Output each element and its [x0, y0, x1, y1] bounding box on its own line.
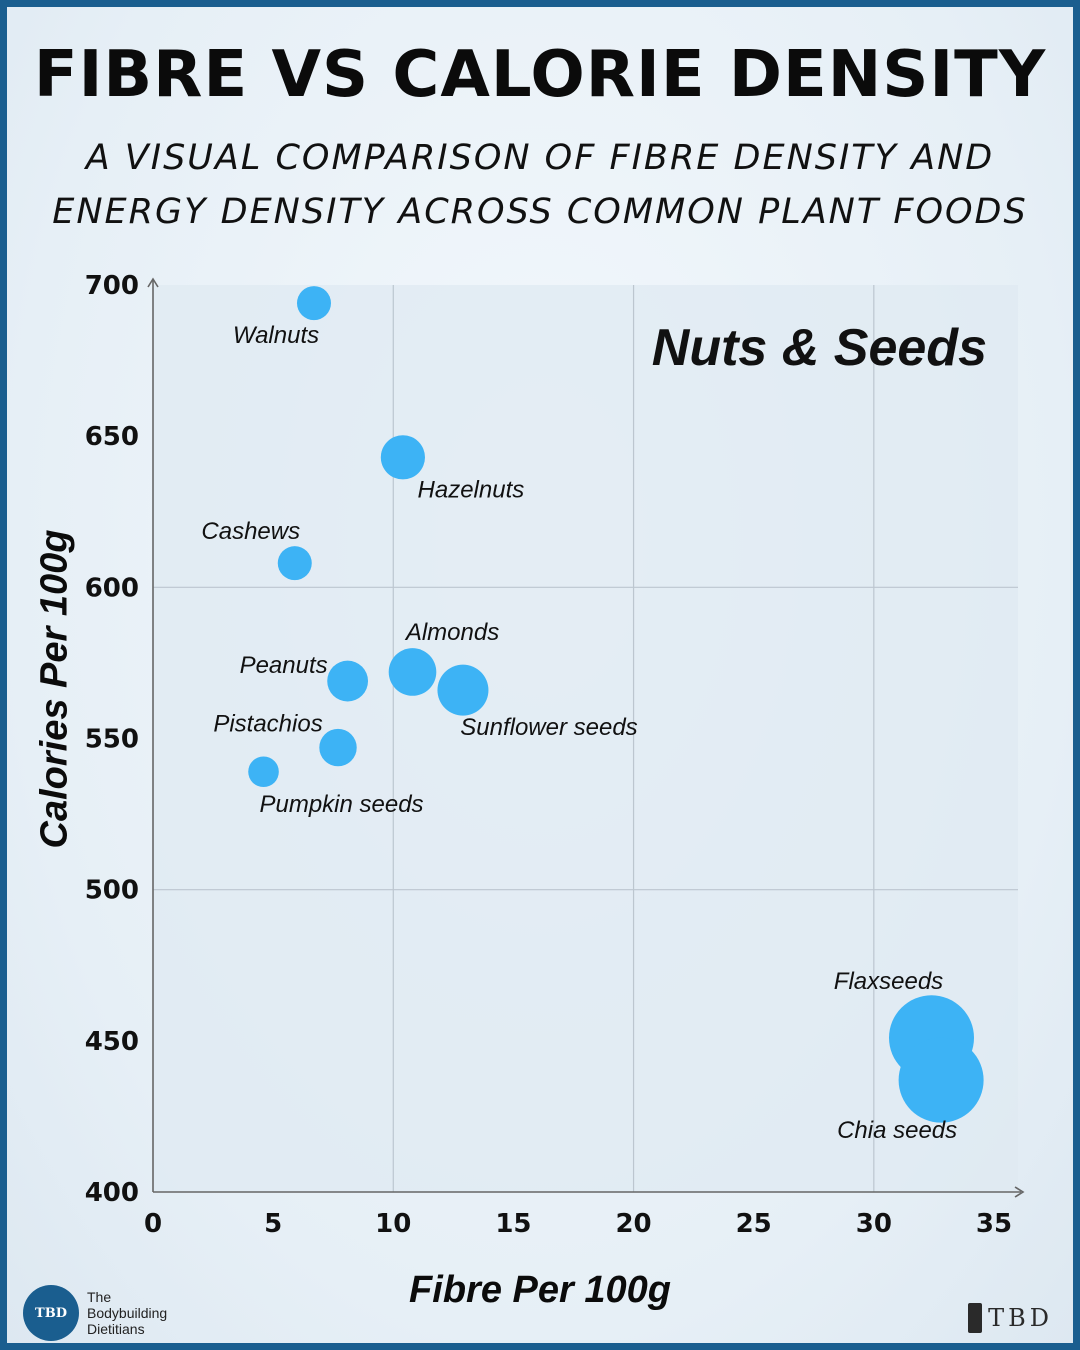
y-tick-label-500: 500 — [85, 876, 139, 906]
y-tick-label-700: 700 — [85, 271, 139, 301]
brand-name-line-1: The — [87, 1289, 112, 1305]
y-tick-label-550: 550 — [85, 725, 139, 755]
point-label-almonds: Almonds — [404, 619, 499, 646]
x-axis-arrow — [1014, 1186, 1025, 1198]
point-label-sunflower-seeds: Sunflower seeds — [460, 714, 637, 741]
x-axis-title: Fibre Per 100g — [7, 1269, 1073, 1312]
y-tick-label-450: 450 — [85, 1027, 139, 1057]
brand-name: The Bodybuilding Dietitians — [87, 1289, 167, 1337]
x-tick-label-0: 0 — [144, 1209, 162, 1239]
point-walnuts — [296, 286, 331, 321]
point-label-flaxseeds: Flaxseeds — [834, 968, 943, 995]
brand-logo-left: TBD The Bodybuilding Dietitians — [23, 1285, 167, 1341]
y-axis-title-text: Calories Per 100g — [33, 529, 76, 849]
y-tick-label-600: 600 — [85, 573, 139, 603]
point-label-pistachios: Pistachios — [213, 711, 322, 738]
point-label-chia-seeds: Chia seeds — [837, 1117, 957, 1144]
page-subtitle: A VISUAL COMPARISON OF FIBRE DENSITY AND… — [47, 131, 1033, 239]
x-tick-label-20: 20 — [615, 1209, 651, 1239]
page-title: FIBRE VS CALORIE DENSITY — [33, 38, 1047, 112]
subtitle-line-2: ENERGY DENSITY ACROSS COMMON PLANT FOODS — [52, 192, 1028, 232]
scatter-chart: 0 5 10 15 20 25 30 35 400 450 500 550 600 650 700 Nuts … — [85, 271, 1025, 1239]
dumbbell-icon — [968, 1303, 983, 1333]
x-tick-label-10: 10 — [375, 1209, 411, 1239]
brand-name-line-3: Dietitians — [87, 1321, 145, 1337]
point-pistachios — [319, 728, 357, 767]
point-peanuts — [327, 660, 369, 702]
x-tick-label-35: 35 — [976, 1209, 1012, 1239]
point-label-pumpkin-seeds: Pumpkin seeds — [259, 791, 423, 818]
point-almonds — [388, 648, 437, 696]
chart-title: Nuts & Seeds — [652, 319, 987, 377]
x-axis-title-text: Fibre Per 100g — [409, 1269, 671, 1311]
point-label-walnuts: Walnuts — [233, 322, 319, 349]
y-tick-label-650: 650 — [85, 422, 139, 452]
point-chia-seeds — [898, 1037, 984, 1123]
x-tick-label-30: 30 — [856, 1209, 892, 1239]
x-tick-label-15: 15 — [495, 1209, 531, 1239]
x-tick-label-25: 25 — [736, 1209, 772, 1239]
point-label-hazelnuts: Hazelnuts — [418, 476, 525, 503]
brand-name-line-2: Bodybuilding — [87, 1305, 168, 1321]
point-label-peanuts: Peanuts — [240, 652, 328, 679]
y-axis-arrow — [147, 277, 159, 288]
subtitle-line-1: A VISUAL COMPARISON OF FIBRE DENSITY AND — [85, 138, 995, 178]
brand-mark: TBD — [988, 1304, 1053, 1332]
point-label-cashews: Cashews — [201, 518, 300, 545]
brand-badge: TBD — [23, 1285, 79, 1341]
y-tick-label-400: 400 — [85, 1178, 139, 1208]
point-sunflower-seeds — [437, 664, 489, 716]
point-pumpkin-seeds — [248, 756, 279, 788]
point-hazelnuts — [380, 435, 425, 480]
point-cashews — [277, 546, 312, 581]
brand-logo-right: TBD — [962, 1303, 1053, 1333]
x-tick-label-5: 5 — [264, 1209, 282, 1239]
